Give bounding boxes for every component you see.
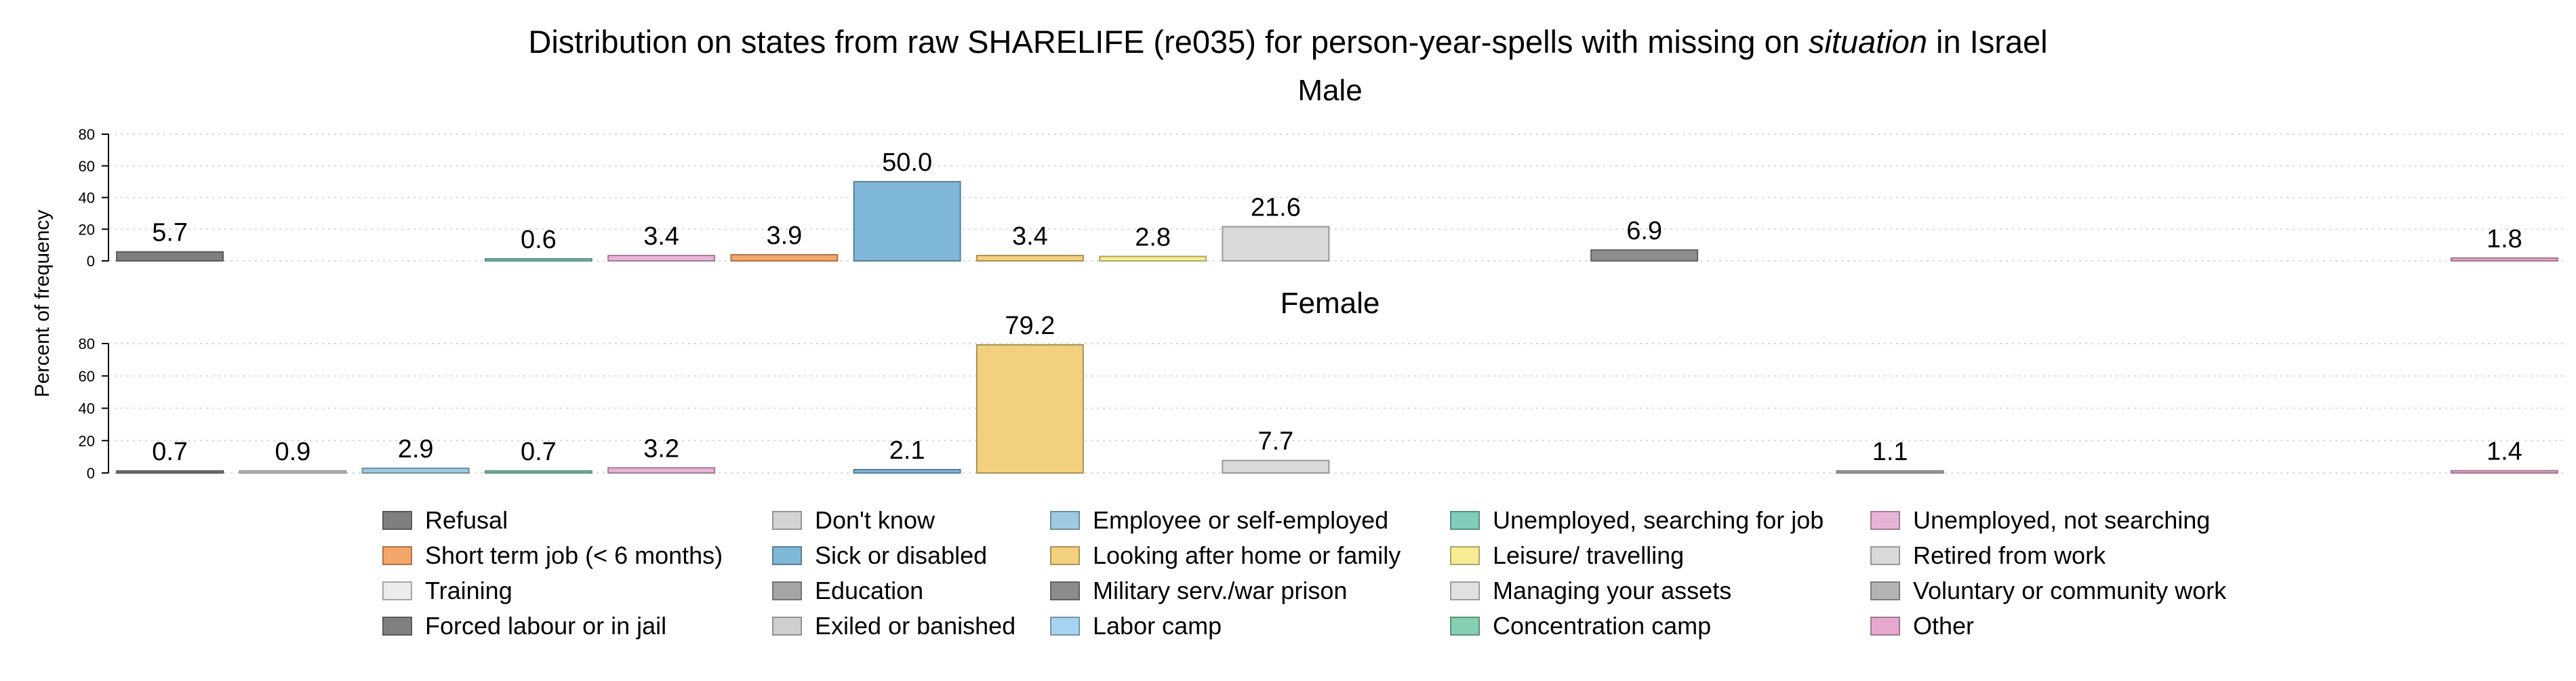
bar-female <box>239 470 347 474</box>
bar-value-label: 50.0 <box>882 148 932 177</box>
legend-label: Education <box>815 577 923 604</box>
bar-female <box>607 467 716 474</box>
legend-label: Employee or self-employed <box>1093 506 1388 534</box>
bar-female <box>853 468 961 474</box>
legend-swatch <box>1450 546 1480 565</box>
legend-label: Other <box>1913 612 1974 640</box>
bar-value-label: 1.8 <box>2487 225 2522 253</box>
chart-title-part: Distribution on states from raw SHARELIF… <box>528 24 1809 60</box>
bar-value-label: 0.7 <box>521 438 557 466</box>
legend-label: Don't know <box>815 506 935 534</box>
legend-label: Unemployed, searching for job <box>1493 506 1824 534</box>
bar-value-label: 3.2 <box>643 434 679 463</box>
legend-swatch <box>1050 546 1080 565</box>
bar-value-label: 3.4 <box>1012 222 1048 251</box>
legend-swatch <box>1050 581 1080 600</box>
bar-value-label: 2.1 <box>889 436 925 465</box>
legend-swatch <box>1870 581 1900 600</box>
legend-swatch <box>382 617 412 636</box>
y-tick-label: 80 <box>79 335 95 352</box>
panel-title-female: Female <box>1281 287 1380 320</box>
bar-value-label: 1.4 <box>2487 438 2522 466</box>
bar-value-label: 3.9 <box>766 222 802 250</box>
bar-value-label: 1.1 <box>1872 438 1908 466</box>
bar-value-label: 5.7 <box>152 219 188 247</box>
bar-male <box>484 258 592 262</box>
bar-value-label: 3.4 <box>643 222 679 251</box>
bar-female <box>1222 459 1330 474</box>
y-tick-label: 80 <box>79 126 95 143</box>
legend-label: Military serv./war prison <box>1093 577 1347 604</box>
bar-male <box>1099 255 1207 262</box>
legend-swatch <box>1870 617 1900 636</box>
bar-female <box>1836 470 1944 474</box>
bar-value-label: 79.2 <box>1005 312 1055 340</box>
panel-title-male: Male <box>1297 74 1362 107</box>
legend-label: Exiled or banished <box>815 612 1015 640</box>
bar-female <box>484 470 592 474</box>
legend-label: Retired from work <box>1913 541 2106 569</box>
bar-male <box>1222 226 1330 262</box>
legend-label: Looking after home or family <box>1093 541 1401 569</box>
bar-value-label: 21.6 <box>1251 194 1301 222</box>
bar-male <box>116 251 224 262</box>
legend-label: Refusal <box>425 506 508 534</box>
chart-title-part: situation <box>1809 24 1927 60</box>
bar-value-label: 0.9 <box>275 438 310 466</box>
legend-swatch <box>1450 581 1480 600</box>
legend-label: Forced labour or in jail <box>425 612 666 640</box>
legend-swatch <box>772 581 802 600</box>
bar-value-label: 7.7 <box>1257 428 1293 456</box>
y-tick-label: 20 <box>79 221 95 238</box>
legend-swatch <box>772 511 802 530</box>
bar-female <box>975 344 1084 474</box>
bar-female <box>361 468 470 474</box>
legend-swatch <box>1450 617 1480 636</box>
bar-male <box>975 255 1084 262</box>
legend-swatch <box>382 546 412 565</box>
legend-label: Leisure/ travelling <box>1493 541 1684 569</box>
bar-female <box>2450 470 2558 474</box>
legend-label: Voluntary or community work <box>1913 577 2227 604</box>
bar-male <box>607 255 716 262</box>
bar-value-label: 0.7 <box>152 438 188 466</box>
y-tick-label: 60 <box>79 368 95 385</box>
legend-label: Managing your assets <box>1493 577 1731 604</box>
bar-male <box>1590 249 1699 262</box>
bar-value-label: 0.6 <box>521 226 557 254</box>
y-tick-label: 20 <box>79 432 95 449</box>
legend-swatch <box>1450 511 1480 530</box>
legend-swatch <box>772 546 802 565</box>
y-tick-label: 60 <box>79 158 95 175</box>
legend-swatch <box>1050 511 1080 530</box>
y-tick-label: 40 <box>79 190 95 207</box>
chart-title: Distribution on states from raw SHARELIF… <box>528 24 2047 60</box>
bar-male <box>730 253 839 262</box>
legend-label: Unemployed, not searching <box>1913 506 2210 534</box>
bar-female <box>116 470 224 474</box>
legend-label: Concentration camp <box>1493 612 1711 640</box>
legend-label: Sick or disabled <box>815 541 987 569</box>
legend-label: Training <box>425 577 512 604</box>
y-tick-label: 0 <box>87 465 95 482</box>
legend-swatch <box>772 617 802 636</box>
y-tick-label: 40 <box>79 400 95 417</box>
legend-swatch <box>1050 617 1080 636</box>
legend-swatch <box>382 511 412 530</box>
bar-male <box>2450 257 2558 262</box>
legend-swatch <box>1870 546 1900 565</box>
chart-title-part: in Israel <box>1927 24 2048 60</box>
legend-swatch <box>382 581 412 600</box>
legend-swatch <box>1870 511 1900 530</box>
y-tick-label: 0 <box>87 253 95 270</box>
bar-value-label: 2.8 <box>1135 223 1171 251</box>
legend-label: Short term job (< 6 months) <box>425 541 723 569</box>
bar-value-label: 6.9 <box>1626 217 1662 245</box>
bar-value-label: 2.9 <box>398 435 434 463</box>
legend-label: Labor camp <box>1093 612 1222 640</box>
y-axis-label: Percent of frequency <box>31 210 54 398</box>
bar-male <box>853 181 961 262</box>
